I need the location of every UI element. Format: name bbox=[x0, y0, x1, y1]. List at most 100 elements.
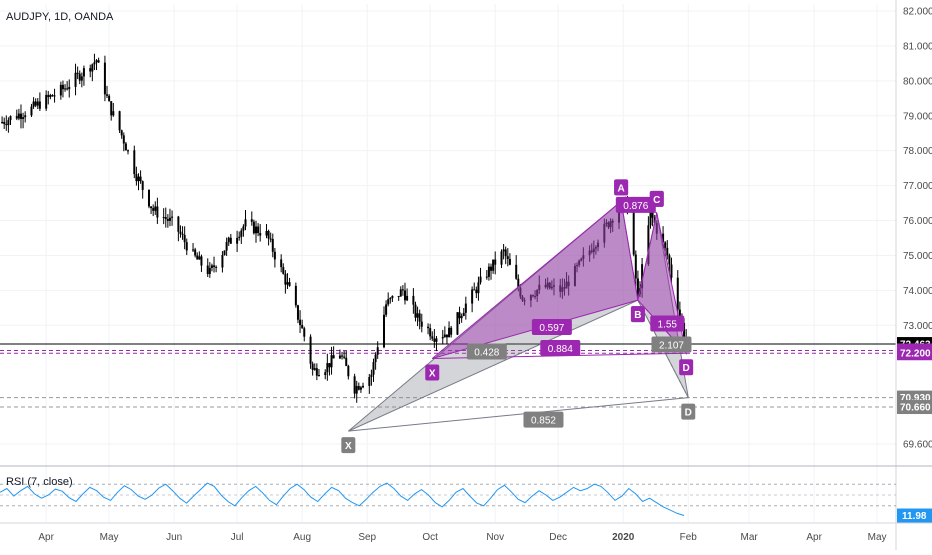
candle-body bbox=[236, 237, 239, 244]
candle-body bbox=[500, 251, 503, 265]
candle-body bbox=[655, 223, 658, 234]
candle-body bbox=[492, 259, 495, 271]
candle-body bbox=[78, 73, 81, 81]
candle-body bbox=[36, 101, 39, 106]
grey-point-label-d: D bbox=[685, 408, 692, 419]
candle-body bbox=[326, 363, 329, 373]
candle-body bbox=[376, 347, 379, 355]
purple-point-label-b: B bbox=[634, 310, 641, 321]
candle-body bbox=[487, 266, 490, 277]
price-tag-label: 70.930 bbox=[900, 393, 931, 404]
candle-body bbox=[17, 113, 20, 119]
candle-body bbox=[192, 249, 195, 251]
candle-body bbox=[280, 259, 283, 268]
candle-body bbox=[324, 372, 327, 376]
candle-body bbox=[317, 375, 320, 377]
candle-body bbox=[24, 115, 27, 118]
candle-body bbox=[76, 72, 79, 74]
candle-body bbox=[221, 255, 224, 268]
candle-body bbox=[383, 314, 385, 348]
candle-body bbox=[179, 231, 182, 234]
candle-body bbox=[443, 334, 446, 337]
candle-body bbox=[9, 116, 12, 121]
candle-body bbox=[257, 226, 260, 234]
candle-body bbox=[282, 267, 285, 274]
candle-body bbox=[588, 250, 591, 256]
candle-body bbox=[441, 336, 444, 339]
candle-body bbox=[607, 222, 610, 228]
candle-body bbox=[401, 289, 404, 291]
candle-body bbox=[668, 255, 671, 265]
candle-body bbox=[374, 354, 377, 363]
candle-body bbox=[137, 176, 140, 182]
candle-body bbox=[103, 62, 106, 95]
candle-body bbox=[141, 181, 144, 190]
candle-body bbox=[345, 357, 348, 366]
candle-body bbox=[64, 88, 67, 90]
time-tick-label: May bbox=[868, 532, 887, 543]
candle-body bbox=[636, 278, 639, 295]
candle-body bbox=[80, 76, 83, 81]
candle-body bbox=[359, 387, 362, 390]
candle-body bbox=[47, 94, 50, 98]
purple-point-label-b-box bbox=[630, 306, 645, 323]
price-tick-label: 81.000 bbox=[903, 41, 932, 52]
candle-body bbox=[68, 86, 71, 90]
candle-body bbox=[89, 68, 92, 72]
price-tick-label: 77.000 bbox=[903, 181, 932, 192]
candle-body bbox=[536, 289, 539, 297]
candle-body bbox=[479, 276, 482, 283]
purple-ratio-label: 0.884 bbox=[548, 344, 573, 355]
candle-body bbox=[250, 219, 253, 222]
candle-body bbox=[200, 256, 203, 266]
candle-body bbox=[341, 355, 344, 357]
candle-body bbox=[666, 247, 669, 256]
candle-body bbox=[225, 242, 228, 251]
purple-point-label-c-box bbox=[649, 190, 664, 207]
candle-body bbox=[362, 385, 365, 388]
candle-body bbox=[605, 222, 608, 224]
candle-body bbox=[338, 355, 341, 359]
candle-body bbox=[147, 189, 150, 207]
candle-body bbox=[582, 255, 585, 259]
price-tick-label: 80.000 bbox=[903, 76, 932, 87]
candle-body bbox=[95, 60, 98, 63]
candle-body bbox=[662, 233, 665, 243]
grey-point-label-x-box bbox=[341, 437, 356, 454]
candle-body bbox=[590, 250, 593, 253]
candle-body bbox=[515, 264, 518, 279]
candle-body bbox=[303, 328, 306, 337]
candle-body bbox=[206, 265, 209, 274]
price-guide-lines bbox=[0, 343, 896, 408]
candle-body bbox=[38, 101, 41, 109]
candle-body bbox=[431, 336, 434, 339]
candle-body bbox=[517, 278, 520, 288]
candle-body bbox=[5, 124, 8, 126]
candle-body bbox=[429, 328, 432, 337]
candle-body bbox=[183, 234, 186, 243]
grid bbox=[0, 4, 896, 522]
candle-body bbox=[259, 233, 262, 236]
time-tick-label: Aug bbox=[293, 532, 311, 543]
candle-body bbox=[229, 237, 232, 244]
candle-body bbox=[269, 238, 272, 240]
candle-body bbox=[519, 287, 522, 297]
candle-body bbox=[106, 94, 109, 96]
candle-body bbox=[244, 219, 247, 227]
candle-body bbox=[139, 176, 142, 182]
candle-body bbox=[108, 95, 111, 102]
candle-body bbox=[435, 338, 438, 342]
price-tag-box bbox=[897, 400, 932, 415]
candle-body bbox=[683, 322, 686, 339]
candle-body bbox=[177, 216, 180, 232]
candle-body bbox=[473, 289, 476, 291]
candle-body bbox=[523, 300, 526, 302]
purple-ratio-label-box bbox=[540, 340, 581, 357]
candle-body bbox=[223, 250, 226, 256]
candle-body bbox=[208, 267, 211, 274]
purple-ratio-label: 0.597 bbox=[539, 323, 564, 334]
time-tick-label: Sep bbox=[358, 532, 376, 543]
candle-body bbox=[391, 295, 394, 299]
candle-body bbox=[403, 290, 406, 301]
